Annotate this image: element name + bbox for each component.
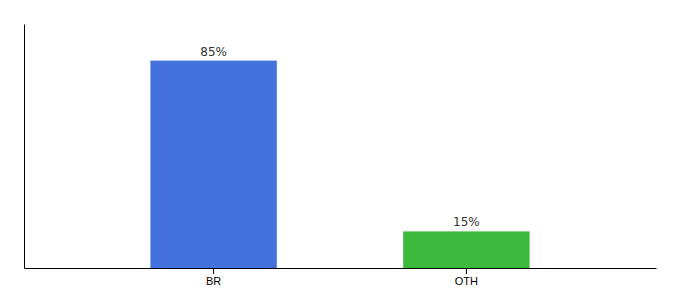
bar xyxy=(403,231,529,268)
x-tick: OTH xyxy=(455,268,478,287)
x-tick-label: OTH xyxy=(455,275,478,287)
x-axis-line xyxy=(25,268,657,269)
x-tick-mark xyxy=(213,268,214,274)
chart: BR OTH 85% 15% xyxy=(0,0,680,300)
y-axis-line xyxy=(24,25,25,269)
plot: BR OTH 85% 15% xyxy=(25,25,657,287)
data-labels: 85% 15% xyxy=(200,45,479,230)
bars xyxy=(150,61,529,268)
data-label: 15% xyxy=(453,215,480,229)
x-tick-label: BR xyxy=(206,275,221,287)
bar xyxy=(150,61,276,268)
x-tick: BR xyxy=(206,268,221,287)
x-axis: BR OTH xyxy=(25,268,657,287)
y-axis xyxy=(24,25,25,269)
data-label: 85% xyxy=(200,45,227,59)
x-tick-mark xyxy=(466,268,467,274)
